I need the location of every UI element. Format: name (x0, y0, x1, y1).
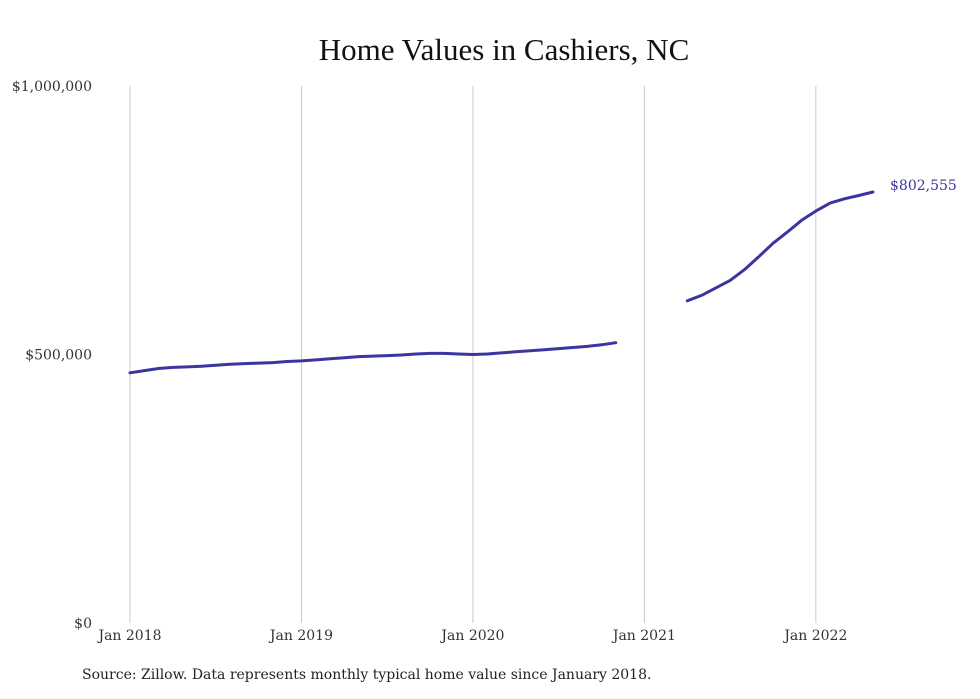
y-tick-label: $0 (74, 616, 92, 632)
x-axis-ticks: Jan 2018 Jan 2019 Jan 2020 Jan 2021 Jan 2022 (96, 628, 847, 644)
series-group (128, 190, 875, 375)
y-tick-label: $500,000 (25, 348, 92, 364)
x-tick-label: Jan 2020 (439, 628, 504, 644)
series-line-segment (685, 190, 875, 303)
x-tick-label: Jan 2021 (611, 628, 676, 644)
series-line-segment (128, 341, 618, 375)
chart-title: Home Values in Cashiers, NC (319, 32, 690, 67)
x-tick-label: Jan 2018 (96, 628, 161, 644)
x-tick-label: Jan 2019 (268, 628, 333, 644)
end-value-label: $802,555 (890, 178, 957, 194)
x-tick-label: Jan 2022 (782, 628, 847, 644)
y-axis-ticks: $0 $500,000 $1,000,000 (12, 79, 92, 632)
y-tick-label: $1,000,000 (12, 79, 92, 95)
source-note: Source: Zillow. Data represents monthly … (82, 667, 652, 683)
